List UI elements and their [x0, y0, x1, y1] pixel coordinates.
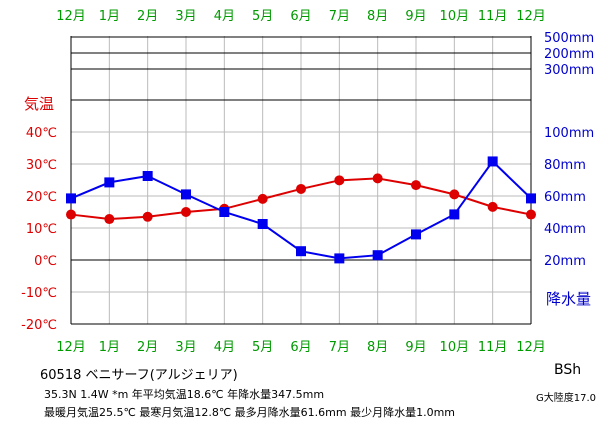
month-label-bottom: 3月 [175, 340, 196, 355]
precipitation-tick-label: 60mm [544, 190, 586, 205]
climate-code: BSh [554, 362, 582, 378]
precipitation-point [66, 193, 76, 204]
temperature-point [142, 211, 153, 222]
precipitation-tick-label: 40mm [544, 222, 586, 237]
precipitation-point [526, 193, 536, 204]
precipitation-tick-label: 20mm [544, 254, 586, 269]
precipitation-point [142, 171, 153, 181]
precipitation-tick-label: 500mm [544, 31, 594, 46]
temperature-point [487, 201, 498, 212]
precipitation-point [181, 189, 191, 200]
month-label-bottom: 11月 [478, 340, 508, 355]
precipitation-point [487, 156, 498, 167]
temperature-point [372, 173, 383, 184]
precipitation-point [372, 250, 383, 261]
temperature-tick-label: -20℃ [21, 318, 57, 333]
precipitation-point [334, 253, 345, 264]
month-label-bottom: 7月 [329, 340, 350, 355]
precipitation-tick-label: 0mm [544, 0, 578, 4]
month-label-bottom: 5月 [252, 340, 273, 355]
month-label-bottom: 4月 [214, 340, 235, 355]
temperature-tick-label: 10℃ [26, 222, 57, 237]
precipitation-tick-label: 300mm [544, 63, 594, 78]
precipitation-point [257, 219, 268, 229]
month-label-top: 4月 [214, 9, 235, 24]
temperature-point [334, 175, 345, 186]
month-label-bottom: 9月 [405, 340, 426, 355]
temperature-point [104, 214, 115, 225]
month-label-top: 11月 [478, 9, 508, 24]
station-extremes-summary: 最暖月気温25.5℃ 最寒月気温12.8℃ 最多月降水量61.6mm 最少月降水… [44, 406, 456, 419]
precipitation-point [411, 229, 421, 240]
temperature-tick-label: 40℃ [26, 126, 57, 141]
month-label-top: 9月 [405, 9, 426, 24]
temperature-tick-label: -10℃ [21, 286, 57, 301]
temperature-axis-title: 気温 [24, 95, 54, 113]
month-label-top: 3月 [175, 9, 196, 24]
temperature-tick-label: 0℃ [34, 254, 57, 269]
precipitation-tick-label: 200mm [544, 47, 594, 62]
temperature-point [296, 183, 306, 194]
temperature-point [411, 180, 421, 191]
month-label-top: 12月 [56, 9, 86, 24]
month-label-top: 7月 [329, 9, 350, 24]
precipitation-point [104, 177, 115, 188]
temperature-point [181, 207, 191, 217]
continentality-index: G大陸度17.0 [536, 393, 597, 404]
month-label-top: 1月 [99, 9, 120, 24]
temperature-point [66, 209, 76, 220]
month-label-bottom: 8月 [367, 340, 388, 355]
precipitation-point [449, 209, 460, 220]
month-label-bottom: 12月 [56, 340, 86, 355]
station-coordinates-summary: 35.3N 1.4W *m 年平均気温18.6℃ 年降水量347.5mm [44, 388, 325, 401]
station-label: 60518 ベニサーフ(アルジェリア) [40, 368, 238, 383]
month-label-bottom: 1月 [99, 340, 120, 355]
month-label-top: 6月 [290, 9, 311, 24]
month-label-top: 8月 [367, 9, 388, 24]
month-label-bottom: 6月 [290, 340, 311, 355]
precipitation-point [219, 207, 230, 217]
temperature-point [526, 209, 536, 220]
month-label-bottom: 12月 [516, 340, 546, 355]
precipitation-tick-label: 80mm [544, 158, 586, 173]
month-label-bottom: 10月 [440, 340, 470, 355]
precipitation-tick-label: 100mm [544, 126, 594, 141]
month-label-top: 12月 [516, 9, 546, 24]
temperature-tick-label: 30℃ [26, 158, 57, 173]
temperature-point [449, 189, 460, 200]
month-label-top: 2月 [137, 9, 158, 24]
precipitation-point [296, 246, 306, 257]
temperature-point [257, 193, 268, 204]
precipitation-axis-title: 降水量 [546, 290, 591, 308]
month-label-top: 5月 [252, 9, 273, 24]
month-label-bottom: 2月 [137, 340, 158, 355]
temperature-tick-label: 20℃ [26, 190, 57, 205]
month-label-top: 10月 [440, 9, 470, 24]
